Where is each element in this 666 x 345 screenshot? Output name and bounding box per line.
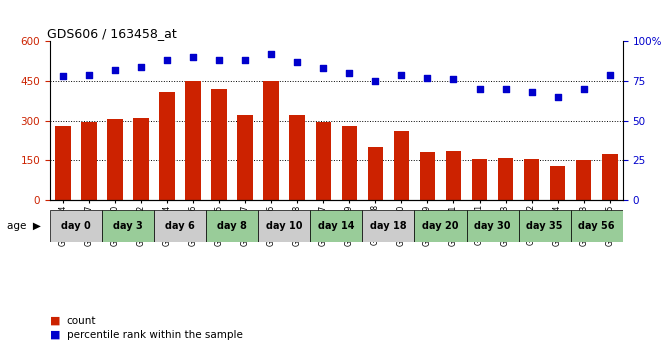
Point — [500, 86, 511, 92]
Text: day 0: day 0 — [61, 221, 91, 231]
Text: day 35: day 35 — [526, 221, 563, 231]
Bar — [602, 154, 617, 200]
Text: day 14: day 14 — [318, 221, 354, 231]
Bar — [498, 158, 513, 200]
Point — [604, 72, 615, 78]
Point — [552, 94, 563, 100]
Bar — [550, 166, 565, 200]
Point — [188, 55, 198, 60]
Point — [526, 89, 537, 95]
Bar — [159, 92, 175, 200]
Text: count: count — [67, 316, 96, 326]
Bar — [102, 210, 154, 241]
Bar — [55, 126, 71, 200]
Point — [266, 51, 276, 57]
Bar — [258, 210, 310, 241]
Point — [448, 77, 459, 82]
Bar — [420, 152, 436, 200]
Point — [110, 67, 121, 73]
Bar — [342, 126, 357, 200]
Text: ■: ■ — [50, 330, 61, 339]
Text: day 8: day 8 — [217, 221, 247, 231]
Point — [370, 78, 381, 84]
Bar — [519, 210, 571, 241]
Bar — [211, 89, 227, 200]
Text: GDS606 / 163458_at: GDS606 / 163458_at — [47, 27, 177, 40]
Point — [422, 75, 433, 81]
Point — [162, 58, 172, 63]
Bar — [316, 122, 331, 200]
Text: percentile rank within the sample: percentile rank within the sample — [67, 330, 242, 339]
Bar — [290, 116, 305, 200]
Point — [84, 72, 95, 78]
Text: day 6: day 6 — [165, 221, 195, 231]
Bar — [571, 210, 623, 241]
Bar — [310, 210, 362, 241]
Bar — [237, 116, 253, 200]
Text: day 3: day 3 — [113, 221, 143, 231]
Bar — [466, 210, 519, 241]
Bar — [264, 81, 279, 200]
Point — [214, 58, 224, 63]
Bar — [206, 210, 258, 241]
Bar — [50, 210, 102, 241]
Text: day 30: day 30 — [474, 221, 511, 231]
Point — [58, 73, 69, 79]
Point — [240, 58, 250, 63]
Text: ■: ■ — [50, 316, 61, 326]
Bar — [523, 159, 539, 200]
Point — [136, 64, 147, 70]
Point — [292, 59, 302, 65]
Bar — [446, 151, 462, 200]
Point — [344, 70, 355, 76]
Point — [318, 66, 328, 71]
Point — [578, 86, 589, 92]
Bar — [576, 160, 591, 200]
Text: day 18: day 18 — [370, 221, 407, 231]
Text: day 10: day 10 — [266, 221, 302, 231]
Bar — [472, 159, 488, 200]
Bar — [133, 118, 149, 200]
Bar — [154, 210, 206, 241]
Point — [474, 86, 485, 92]
Text: day 20: day 20 — [422, 221, 459, 231]
Text: day 56: day 56 — [579, 221, 615, 231]
Text: age  ▶: age ▶ — [7, 221, 41, 231]
Bar — [81, 122, 97, 200]
Bar — [368, 147, 383, 200]
Point — [396, 72, 407, 78]
Bar — [414, 210, 466, 241]
Bar — [185, 81, 201, 200]
Bar — [362, 210, 414, 241]
Bar — [107, 119, 123, 200]
Bar — [394, 131, 409, 200]
